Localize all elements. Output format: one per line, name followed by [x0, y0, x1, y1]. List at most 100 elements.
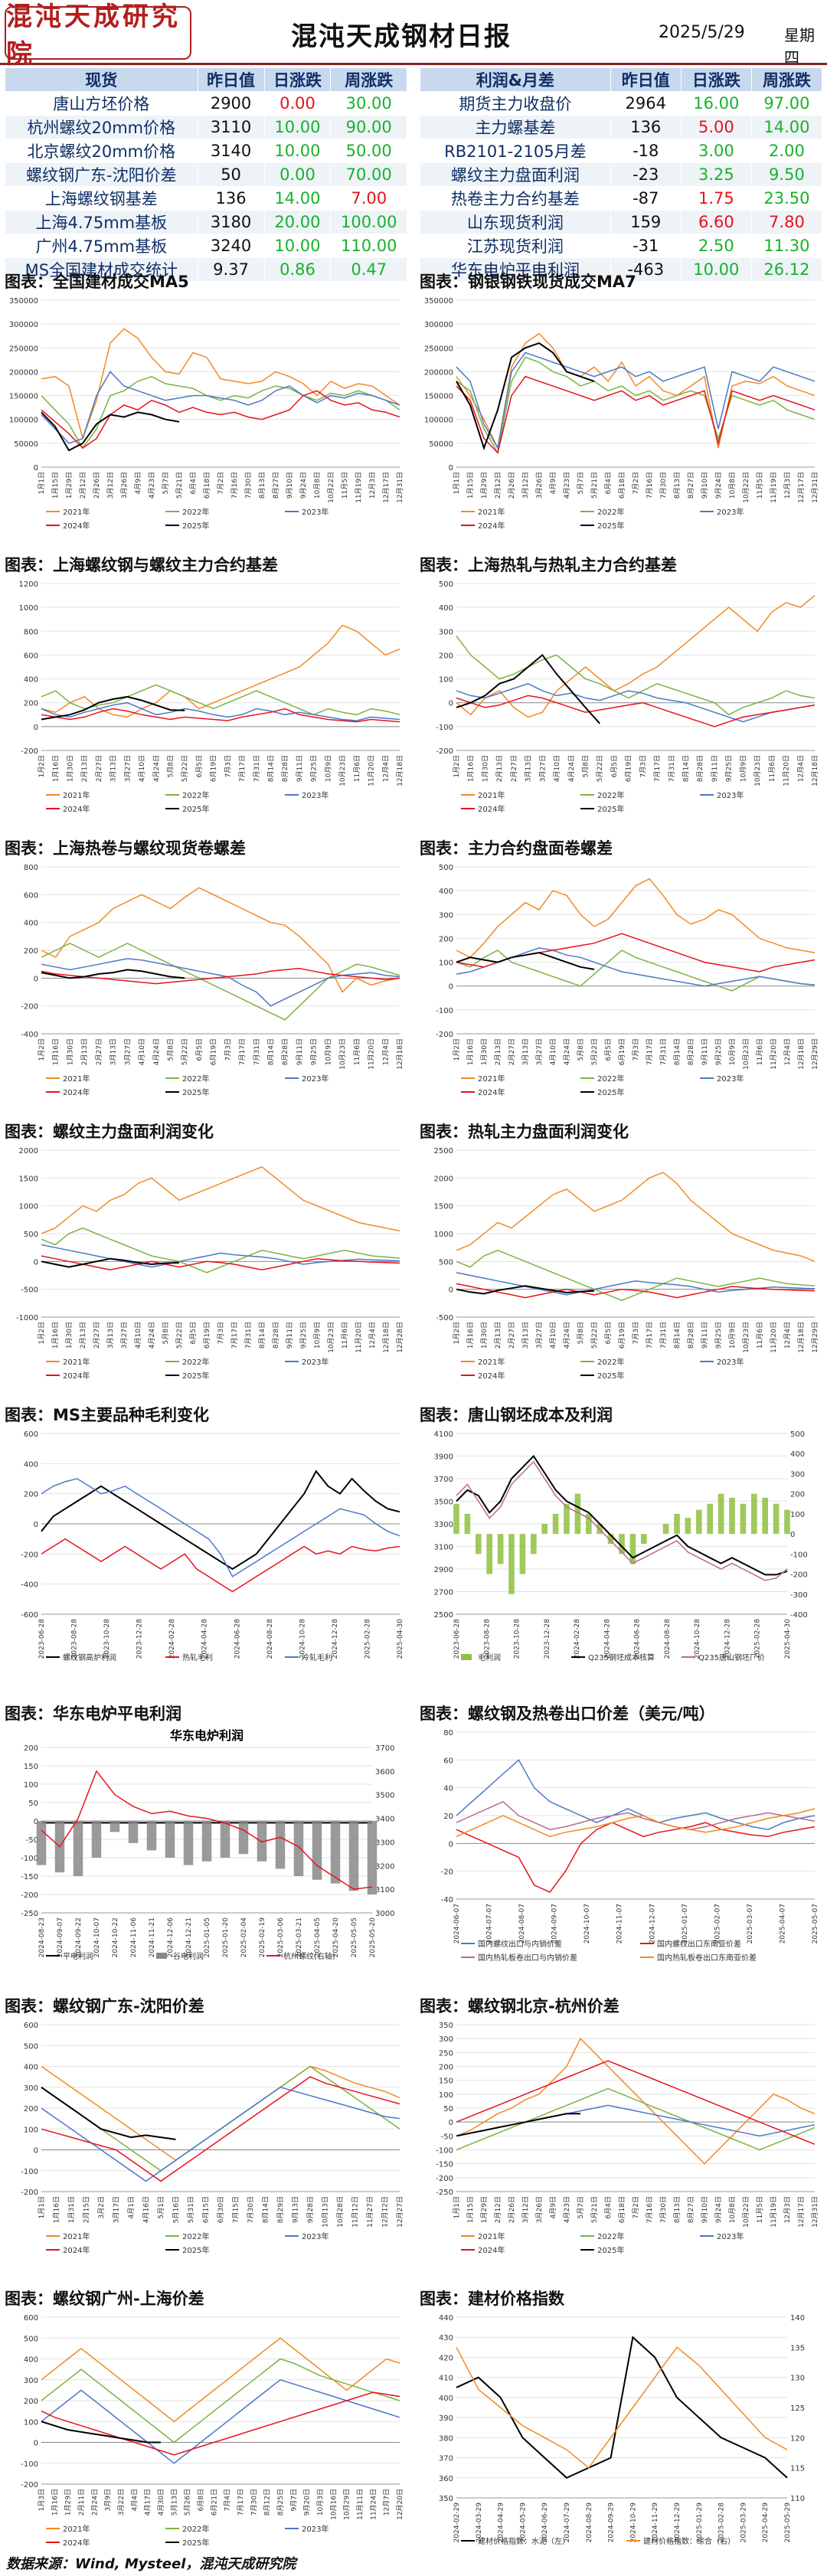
x-tick-label: 12月4日 [381, 755, 390, 782]
series-line [41, 2378, 400, 2464]
y-tick-label: 420 [439, 2354, 453, 2362]
y-tick-label: 400 [24, 1460, 38, 1469]
y-tick-label: 3900 [434, 1453, 453, 1462]
series-line [456, 1272, 816, 1296]
y-tick-label: 380 [439, 2434, 453, 2443]
x-tick-label: 8月14日 [258, 1322, 266, 1348]
y-tick-label: -100 [436, 724, 453, 732]
profit-col-header: 昨日值 [610, 67, 682, 92]
spot-week-change: 50.00 [330, 139, 407, 163]
x-tick-label: 2024-11-07 [616, 1904, 624, 1943]
y-right-tick-label: 125 [790, 2404, 805, 2413]
chart-svg: -600 -400 -200 0 200 400 600 2023-06-28 2023-08-… [21, 1430, 404, 1662]
series-line [456, 1800, 816, 1830]
x-tick-label: 5月8日 [166, 755, 175, 777]
legend-label: 冷轧毛利 [302, 1652, 332, 1662]
x-tick-label: 9月25日 [310, 755, 319, 782]
x-tick-label: 2024-10-22 [112, 1917, 119, 1957]
legend-label: 2024年 [478, 804, 505, 814]
x-tick-label: 2月27日 [95, 1038, 103, 1065]
y-tick-label: 350 [439, 2495, 453, 2503]
legend-label: 2025年 [182, 804, 209, 814]
x-tick-label: 2025-04-30 [397, 1619, 404, 1659]
y-tick-label: 3500 [434, 1499, 453, 1507]
x-tick-label: 7月30日 [250, 2489, 258, 2516]
chart-title: 图表：螺纹钢广州-上海价差 [5, 2290, 204, 2308]
x-tick-label: 2月26日 [93, 472, 101, 499]
series-line [41, 390, 400, 449]
x-tick-label: 7月16日 [230, 472, 239, 499]
series-line [456, 1808, 816, 1838]
bar [464, 1513, 471, 1535]
y-tick-label: 0 [34, 1818, 38, 1826]
legend-label: 2022年 [182, 2524, 209, 2534]
x-tick-label: 2025-02-07 [714, 1904, 721, 1943]
bar [508, 1534, 515, 1594]
series-line [456, 1283, 816, 1299]
x-tick-label: 1月15日 [466, 472, 475, 499]
x-tick-label: 9月11日 [701, 1322, 709, 1348]
chart-svg: 350 360 370 380 390 400 410 420 430 440 110 115 120 1… [439, 2314, 805, 2546]
spot-day-change: 0.00 [263, 91, 332, 116]
x-tick-label: 2025-05-20 [369, 1917, 377, 1958]
x-tick-label: 11月11日 [356, 2489, 364, 2520]
x-tick-label: 11月5日 [341, 472, 349, 499]
profit-row: 山东现货利润 159 6.60 7.80 [420, 210, 823, 234]
bar [330, 1821, 341, 1884]
y-tick-label: 600 [24, 2022, 38, 2030]
chart-title: 图表：华东电炉平电利润 [5, 1705, 181, 1723]
profit-row-value: 2964 [610, 91, 682, 116]
series-line [41, 1469, 400, 1571]
x-tick-label: 1月30日 [65, 1322, 74, 1348]
x-tick-label: 2月12日 [494, 472, 502, 499]
y-tick-label: -100 [21, 2168, 38, 2176]
legend-label: 2023年 [717, 1074, 744, 1084]
x-tick-label: 2024-09-29 [608, 2502, 616, 2543]
bar [629, 1534, 636, 1564]
x-tick-label: 6月19日 [210, 755, 218, 782]
x-tick-label: 10月8日 [728, 472, 737, 499]
x-tick-label: 2024-11-21 [149, 1917, 156, 1957]
x-tick-label: 1月16日 [51, 2489, 59, 2516]
spot-row-name: 螺纹钢广东-沈阳价差 [5, 162, 198, 187]
bar [564, 1503, 570, 1535]
bar [238, 1821, 249, 1855]
x-tick-label: 5月21日 [590, 472, 599, 499]
x-tick-label: 2月27日 [93, 1322, 101, 1348]
legend-label: 2022年 [597, 1074, 624, 1084]
x-tick-label: 2024-12-21 [185, 1917, 193, 1957]
chart-title: 图表：主力合约盘面卷螺差 [420, 839, 613, 858]
y-tick-label: -150 [21, 1873, 38, 1881]
x-tick-label: 1月2日 [38, 1322, 46, 1344]
x-tick-label: 2月13日 [494, 1038, 502, 1065]
legend-label: 2024年 [478, 2245, 505, 2255]
bar [128, 1821, 139, 1843]
profit-week-change: 97.00 [750, 91, 823, 116]
x-tick-label: 3月26日 [535, 2196, 544, 2223]
x-tick-label: 5月22日 [175, 1322, 184, 1348]
bar [750, 1493, 757, 1535]
x-tick-label: 6月19日 [203, 1322, 211, 1348]
x-tick-label: 2025-05-29 [784, 2502, 792, 2543]
spot-row-value: 3140 [197, 139, 265, 163]
x-tick-label: 8月14日 [262, 2196, 270, 2223]
profit-col-header: 利润&月差 [420, 67, 611, 92]
y-tick-label: 150000 [9, 393, 38, 401]
legend-label: 国内螺纹出口与内销价差 [478, 1939, 562, 1949]
y-right-tick-label: -100 [790, 1551, 808, 1559]
series-line [456, 653, 600, 724]
series-line [41, 2421, 161, 2444]
bar [662, 1524, 669, 1535]
spot-row: 北京螺纹20mm价格 3140 10.00 50.00 [5, 139, 407, 163]
legend-swatch [461, 1654, 472, 1660]
series-line [456, 952, 595, 970]
profit-day-change: 10.00 [680, 257, 752, 282]
x-tick-label: 8月14日 [673, 1322, 682, 1348]
x-tick-label: 2024-10-07 [583, 1904, 591, 1943]
profit-week-change: 23.50 [750, 186, 823, 211]
x-tick-label: 9月25日 [725, 755, 734, 782]
x-tick-label: 2023-10-28 [514, 1619, 521, 1659]
chart-title: 图表：上海热卷与螺纹现货卷螺差 [5, 839, 246, 858]
bar [574, 1493, 581, 1535]
x-tick-label: 9月24日 [714, 2196, 723, 2223]
